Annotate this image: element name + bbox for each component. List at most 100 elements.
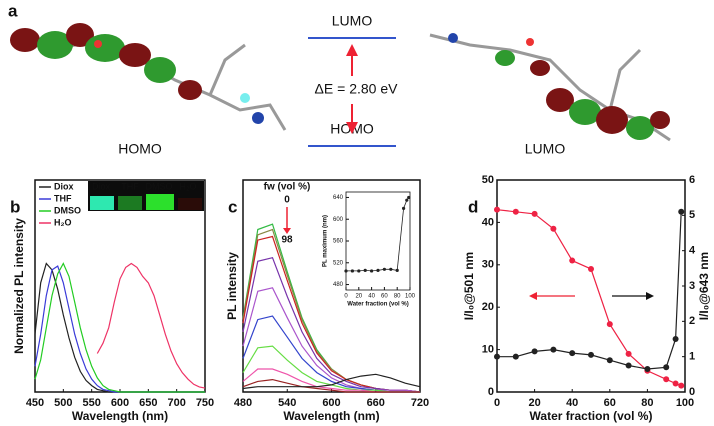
- x-tick-label: 40: [566, 397, 578, 409]
- y-tick-label: 30: [482, 259, 494, 271]
- x-axis-title: Water fraction (vol %): [530, 409, 653, 423]
- x-tick-label: 550: [82, 397, 100, 409]
- y-tick-label: 600: [333, 217, 344, 223]
- annotation: fw (vol %): [264, 182, 311, 193]
- y2-axis-title: I/I₀@643 nm: [697, 252, 711, 320]
- y-tick-label: 520: [333, 260, 344, 266]
- y2-tick-label: 1: [689, 351, 695, 363]
- data-point: [550, 346, 557, 353]
- y-tick-label: 560: [333, 239, 344, 245]
- x-axis-title: Wavelength (nm): [283, 409, 379, 423]
- lumo-orbitals: [448, 33, 670, 140]
- data-point: [625, 350, 632, 357]
- panel-label: a: [8, 1, 18, 20]
- y2-tick-label: 2: [689, 315, 695, 327]
- data-point: [663, 364, 670, 371]
- x-tick-label: 540: [278, 397, 296, 409]
- y-axis-title: PL maximum (nm): [323, 215, 329, 267]
- data-point: [678, 208, 685, 215]
- x-tick-label: 660: [367, 397, 385, 409]
- y-tick-label: 0: [488, 386, 494, 398]
- data-point: [606, 357, 613, 364]
- y-axis-title: Normalized PL intensity: [12, 218, 26, 354]
- legend-label: THF: [54, 193, 72, 203]
- data-point: [350, 269, 354, 273]
- data-point: [370, 269, 374, 273]
- y2-tick-label: 5: [689, 209, 695, 221]
- data-point: [357, 269, 361, 273]
- data-point: [402, 206, 406, 210]
- data-point: [672, 380, 679, 387]
- series-line: [242, 287, 421, 393]
- series-line: [34, 262, 205, 393]
- data-point: [512, 353, 519, 360]
- orbital-label: LUMO: [525, 141, 566, 157]
- inset-label: DMSO: [146, 181, 173, 191]
- y-axis-title: PL intensity: [225, 252, 239, 320]
- level-label: LUMO: [332, 13, 373, 29]
- data-point: [407, 195, 411, 200]
- data-point: [405, 198, 409, 202]
- data-point: [344, 269, 348, 273]
- inset-background: [322, 186, 416, 308]
- y-tick-label: 480: [333, 282, 344, 288]
- y-tick-label: 40: [482, 216, 494, 228]
- data-point: [363, 268, 367, 272]
- series-line: [242, 373, 421, 390]
- y2-tick-label: 3: [689, 280, 695, 292]
- inset-label: THF: [121, 181, 139, 191]
- y2-tick-label: 0: [689, 386, 695, 398]
- x-tick-label: 600: [322, 397, 340, 409]
- y-tick-label: 10: [482, 344, 494, 356]
- data-point: [569, 257, 576, 264]
- x-tick-label: 500: [54, 397, 72, 409]
- x-tick-label: 0: [494, 397, 500, 409]
- x-tick-label: 60: [381, 294, 388, 300]
- x-tick-label: 600: [111, 397, 129, 409]
- y2-tick-label: 6: [689, 174, 695, 186]
- data-point: [606, 321, 613, 328]
- data-point: [644, 366, 651, 373]
- data-point: [588, 351, 594, 358]
- x-tick-label: 80: [394, 294, 401, 300]
- x-axis-title: Water fraction (vol %): [347, 302, 408, 308]
- data-point: [550, 225, 557, 232]
- x-tick-label: 60: [604, 397, 616, 409]
- data-point: [588, 266, 594, 273]
- data-point: [678, 382, 685, 389]
- series-line: [242, 378, 420, 393]
- panel-label: b: [10, 197, 20, 216]
- x-tick-label: 480: [234, 397, 252, 409]
- panel-label: c: [228, 197, 237, 216]
- data-point: [395, 268, 399, 272]
- x-tick-label: 100: [405, 294, 416, 300]
- series-line: [96, 262, 206, 389]
- y-tick-label: 50: [482, 174, 494, 186]
- series-line: [34, 262, 205, 393]
- data-point: [531, 348, 538, 355]
- data-point: [389, 267, 393, 271]
- gap-label: ΔE = 2.80 eV: [315, 81, 399, 97]
- panel-label: d: [468, 197, 478, 216]
- homo-orbitals: [10, 23, 264, 124]
- axis-arrowhead: [646, 292, 654, 300]
- orbital-label: HOMO: [118, 141, 162, 157]
- series-line: [34, 265, 205, 393]
- x-tick-label: 450: [26, 397, 44, 409]
- x-tick-label: 80: [641, 397, 653, 409]
- x-tick-label: 20: [528, 397, 540, 409]
- gap-arrow: [346, 44, 358, 134]
- x-tick-label: 20: [355, 294, 362, 300]
- series-line: [242, 315, 420, 393]
- y-tick-label: 20: [482, 301, 494, 313]
- data-point: [376, 268, 380, 272]
- legend-label: Diox: [54, 181, 74, 191]
- data-point: [625, 362, 632, 369]
- data-point: [512, 208, 519, 215]
- x-tick-label: 750: [196, 397, 214, 409]
- annotation-arrowhead: [283, 228, 291, 234]
- data-point: [494, 206, 500, 213]
- x-tick-label: 650: [139, 397, 157, 409]
- x-tick-label: 0: [344, 294, 348, 300]
